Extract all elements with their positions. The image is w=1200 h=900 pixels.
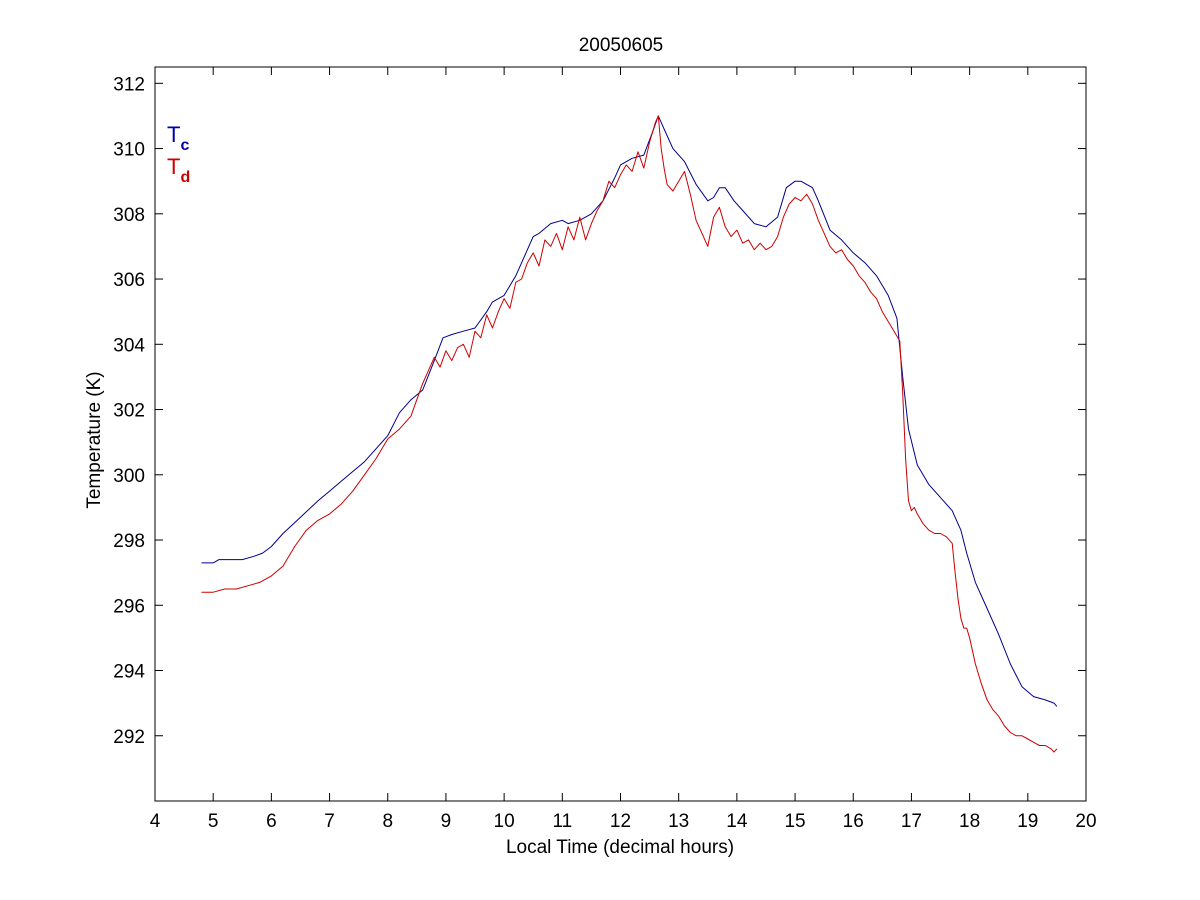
legend-entry-subscript: d: [180, 169, 190, 186]
x-tick-label: 10: [494, 811, 515, 832]
x-axis-label: Local Time (decimal hours): [506, 837, 734, 858]
x-tick-label: 4: [150, 811, 161, 832]
legend-entry-base: T: [167, 122, 180, 147]
x-tick-label: 5: [208, 811, 219, 832]
x-tick-label: 8: [382, 811, 393, 832]
y-tick-label: 302: [113, 401, 145, 422]
series-line-td: [201, 115, 1058, 753]
legend-entry-td: Td: [167, 154, 190, 186]
chart-title: 20050605: [579, 35, 664, 56]
y-tick-label: 300: [113, 466, 145, 487]
x-tick-label: 13: [668, 811, 689, 832]
x-tick-label: 9: [441, 811, 452, 832]
x-tick-label: 18: [959, 811, 980, 832]
y-tick-label: 292: [113, 727, 145, 748]
x-tick-label: 6: [266, 811, 277, 832]
x-tick-label: 20: [1075, 811, 1096, 832]
x-tick-label: 16: [843, 811, 864, 832]
x-tick-label: 19: [1017, 811, 1038, 832]
x-tick-label: 17: [901, 811, 922, 832]
x-tick-label: 15: [784, 811, 805, 832]
y-tick-label: 298: [113, 531, 145, 552]
x-tick-label: 12: [610, 811, 631, 832]
y-axis-label: Temperature (K): [84, 371, 105, 508]
legend-entry-tc: Tc: [167, 122, 189, 154]
legend-entry-base: T: [167, 154, 180, 179]
y-tick-label: 304: [113, 335, 145, 356]
y-tick-label: 312: [113, 74, 145, 95]
x-tick-label: 14: [726, 811, 748, 832]
y-tick-label: 294: [113, 662, 145, 683]
x-tick-label: 11: [552, 811, 572, 832]
y-tick-label: 308: [113, 205, 145, 226]
y-tick-label: 310: [113, 140, 145, 161]
plot-area: 4 5 6 7 8 9 10 11 12 13 14 15 16 17 18 19 20 292 294 296 298…: [113, 66, 1097, 832]
legend-entry-subscript: c: [180, 137, 189, 154]
x-tick-label: 7: [324, 811, 335, 832]
y-tick-label: 296: [113, 596, 145, 617]
y-tick-label: 306: [113, 270, 145, 291]
